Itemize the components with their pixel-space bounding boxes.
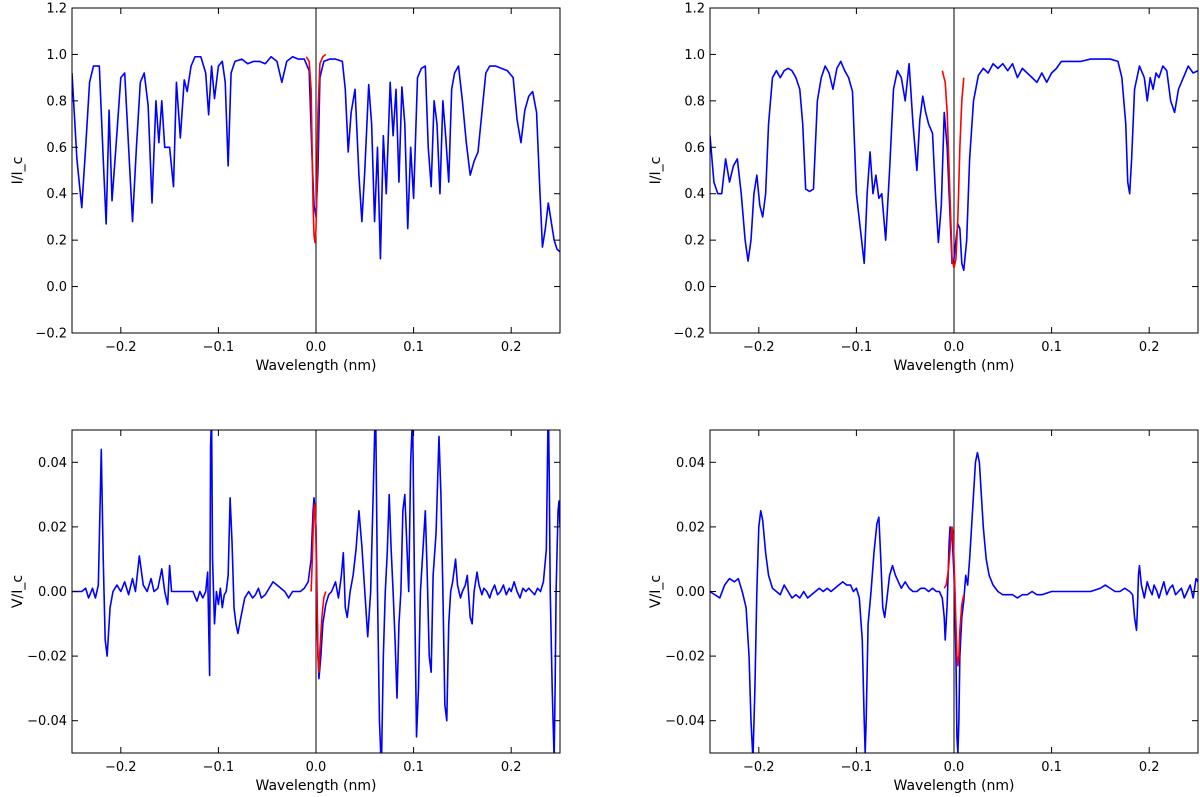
y-tick-label: 0.4 [684,187,705,202]
x-tick-label: 0.0 [306,760,327,775]
y-tick-label: −0.2 [35,327,67,342]
y-axis-label: V/I_c [10,575,26,608]
y-tick-label: 0.00 [676,585,705,600]
x-tick-label: −0.1 [841,340,873,355]
y-tick-label: 0.04 [676,456,705,471]
x-tick-label: −0.2 [105,760,137,775]
x-tick-label: 0.2 [501,340,522,355]
x-tick-label: 0.2 [1139,340,1160,355]
y-tick-label: 0.8 [684,94,705,109]
y-tick-label: −0.02 [27,650,67,665]
x-tick-label: −0.1 [203,760,235,775]
y-tick-label: 0.04 [38,456,67,471]
series-line-observed [710,58,1198,272]
series-line-fit [941,70,965,269]
x-tick-label: 0.1 [1041,760,1062,775]
y-tick-label: −0.2 [673,327,705,342]
x-tick-label: 0.1 [403,760,424,775]
y-tick-label: 0.0 [684,280,705,295]
x-tick-label: −0.1 [203,340,235,355]
x-tick-label: 0.0 [944,760,965,775]
series-line-fit [310,503,327,674]
y-tick-label: 1.0 [46,48,67,63]
y-tick-label: −0.04 [665,714,705,729]
chart-panel-4: −0.2 −0.1 0.0 0.1 0.2 −0.04 −0.02 0.00 0.02 0.04 W… [648,429,1199,794]
y-tick-label: 0.6 [684,141,705,156]
y-tick-label: −0.02 [665,650,705,665]
y-tick-label: 0.8 [46,94,67,109]
series-line-observed [72,430,560,753]
chart-panel-3: −0.2 −0.1 0.0 0.1 0.2 −0.04 −0.02 0.00 0.02 0.04 W… [10,429,561,794]
y-axis-label: I/I_c [648,157,664,185]
y-tick-label: 0.02 [38,520,67,535]
y-tick-label: 0.0 [46,280,67,295]
x-axis-label: Wavelength (nm) [256,778,377,794]
x-tick-label: −0.1 [841,760,873,775]
y-tick-label: 1.2 [684,2,705,17]
y-tick-label: 0.02 [676,520,705,535]
x-axis-label: Wavelength (nm) [894,778,1015,794]
chart-panel-2: −0.2 −0.1 0.0 0.1 0.2 −0.2 0.0 0.2 0.4 0.6 0.8 1.0 1… [648,2,1199,374]
y-tick-label: 0.4 [46,187,67,202]
y-axis-label: V/I_c [648,575,664,608]
y-tick-label: 0.2 [46,234,67,249]
x-tick-label: −0.2 [105,340,137,355]
x-tick-label: 0.2 [501,760,522,775]
y-tick-label: −0.04 [27,714,67,729]
series-line-observed [72,55,560,260]
y-tick-label: 1.2 [46,2,67,17]
x-tick-label: 0.1 [1041,340,1062,355]
y-tick-label: 1.0 [684,48,705,63]
chart-panel-1: −0.2 −0.1 0.0 0.1 0.2 −0.2 0.0 0.2 0.4 0.6 0.8 1.0 1… [10,2,561,374]
x-axis-label: Wavelength (nm) [256,358,377,374]
x-tick-label: −0.2 [743,760,775,775]
x-tick-label: 0.1 [403,340,424,355]
y-axis-label: I/I_c [10,157,26,185]
series-line-fit [305,53,327,244]
series-line-fit [943,526,965,667]
y-tick-label: 0.00 [38,585,67,600]
x-tick-label: 0.0 [306,340,327,355]
y-tick-label: 0.6 [46,141,67,156]
x-tick-label: −0.2 [743,340,775,355]
x-axis-label: Wavelength (nm) [894,358,1015,374]
x-tick-label: 0.0 [944,340,965,355]
x-tick-label: 0.2 [1139,760,1160,775]
y-tick-label: 0.2 [684,234,705,249]
